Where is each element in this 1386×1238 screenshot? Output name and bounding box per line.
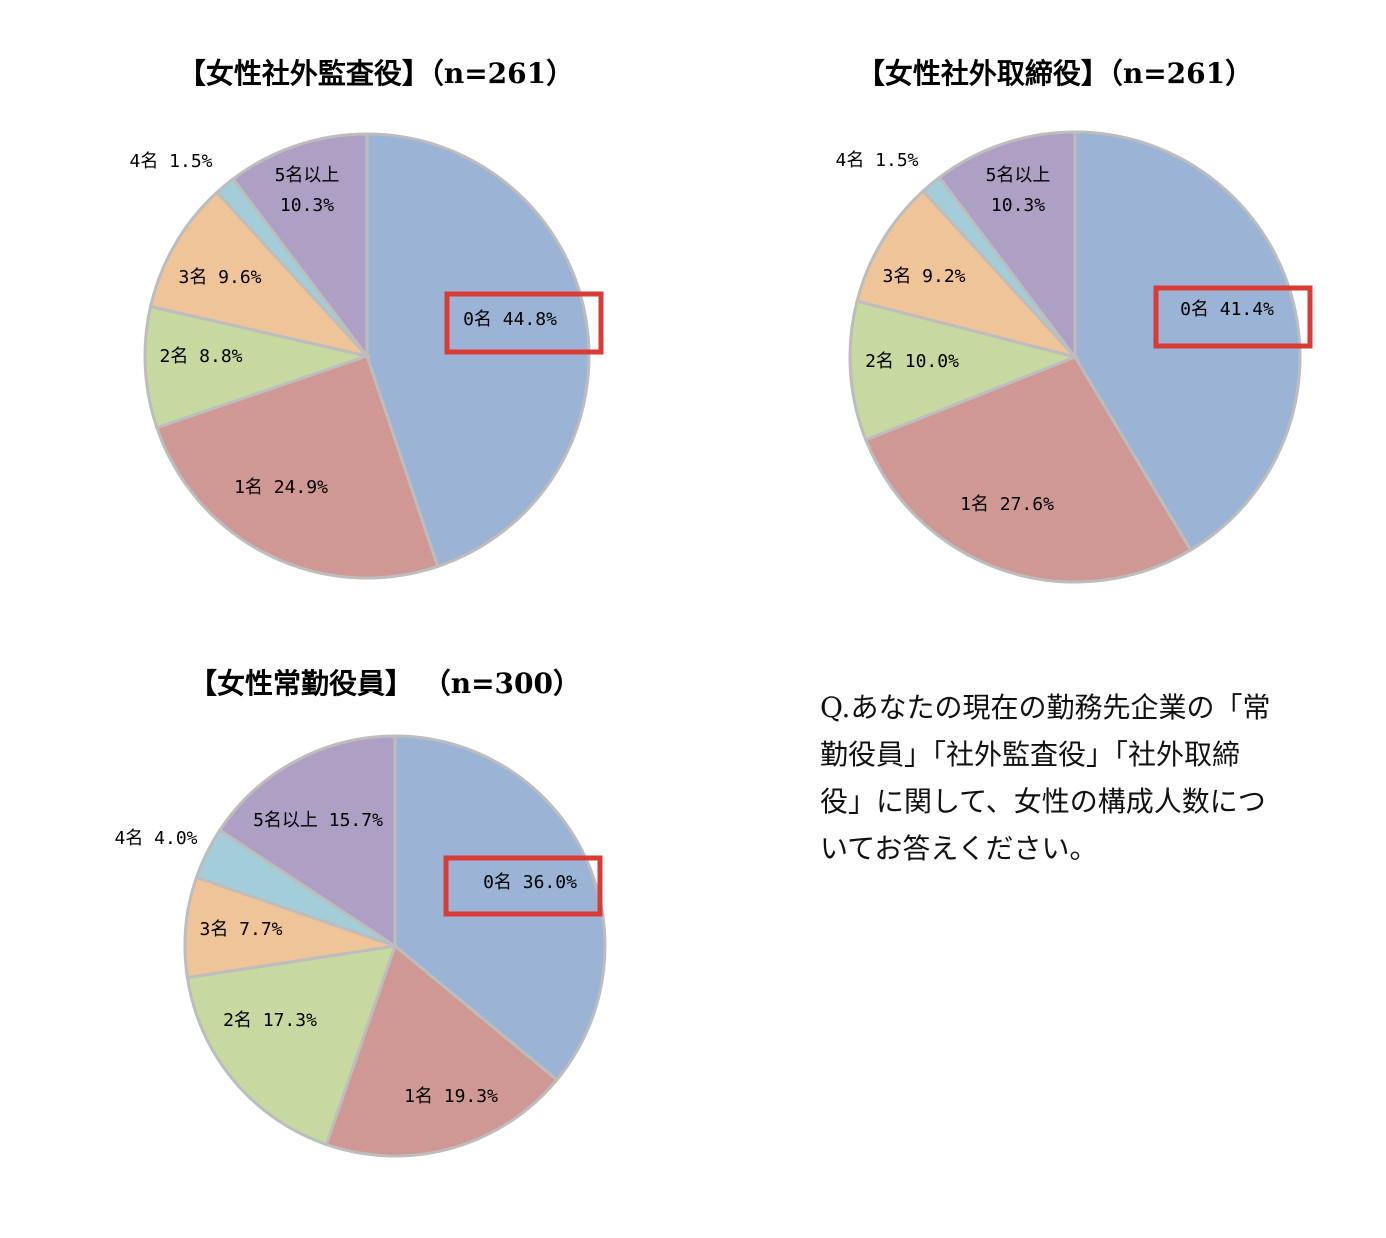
slice-label-2: 2名 8.8%: [159, 346, 242, 367]
pie-slice-1: [863, 355, 1193, 584]
pie-slice-5-plus: [230, 132, 369, 361]
slice-label-1: 1名 27.6%: [960, 494, 1054, 515]
pie-slice-5-plus: [937, 130, 1077, 362]
slice-label-4: 4名 1.5%: [129, 151, 212, 172]
pie-chart-2: 0名 41.4% 1名 27.6% 2名 10.0% 3名 9.2% 4名 1.5% 5名…: [835, 130, 1313, 584]
slice-label-3: 3名 7.7%: [199, 919, 282, 940]
survey-question: Q.あなたの現在の勤務先企業の「常 勤役員」「社外監査役」「社外取締 役」に関し…: [820, 691, 1271, 865]
pie-slice-3: [148, 190, 372, 359]
slice-label-5-plus: 5名以上 10.3%: [275, 165, 340, 216]
slice-label-5-plus: 5名以上 10.3%: [986, 165, 1051, 216]
slice-label-5-plus: 5名以上 15.7%: [253, 810, 383, 831]
chart-title-outside-auditors: 【女性社外監査役】（n=261）: [177, 57, 575, 90]
highlight-box: [1153, 285, 1313, 349]
highlight-box: [444, 291, 604, 355]
chart-title-outside-directors: 【女性社外取締役】（n=261）: [856, 57, 1254, 90]
pie-slice-2: [848, 299, 1080, 442]
highlight-box: [443, 855, 603, 917]
slice-label-2: 2名 17.3%: [223, 1010, 317, 1031]
slice-label-0: 0名 36.0%: [483, 872, 577, 893]
slice-label-0: 0名 41.4%: [1180, 299, 1274, 320]
pie-slice-2: [143, 304, 373, 430]
slice-label-4: 4名 1.5%: [835, 150, 918, 171]
pie-chart-3: 0名 36.0% 1名 19.3% 2名 17.3% 3名 7.7% 4名 4.0% 5名…: [114, 734, 607, 1158]
slice-label-0: 0名 44.8%: [463, 309, 557, 330]
pie-chart-1: 0名 44.8% 1名 24.9% 2名 8.8% 3名 9.6% 4名 1.5% 5名以…: [129, 132, 604, 580]
pie-slice-1: [324, 943, 559, 1158]
pie-slice-3: [855, 188, 1080, 360]
pie-slice-0: [1073, 130, 1302, 552]
pie-slice-3: [183, 875, 396, 980]
slice-label-1: 1名 24.9%: [234, 477, 328, 498]
slice-label-2: 2名 10.0%: [865, 351, 959, 372]
slice-label-3: 3名 9.6%: [178, 267, 261, 288]
pie-slice-1: [154, 354, 440, 580]
chart-title-full-time-officers: 【女性常勤役員】 （n=300）: [188, 667, 581, 700]
slice-label-1: 1名 19.3%: [404, 1086, 498, 1107]
slice-label-3: 3名 9.2%: [882, 266, 965, 287]
slice-label-4: 4名 4.0%: [114, 828, 197, 849]
pie-slice-2: [185, 944, 398, 1147]
pie-slice-5-plus: [217, 734, 397, 949]
